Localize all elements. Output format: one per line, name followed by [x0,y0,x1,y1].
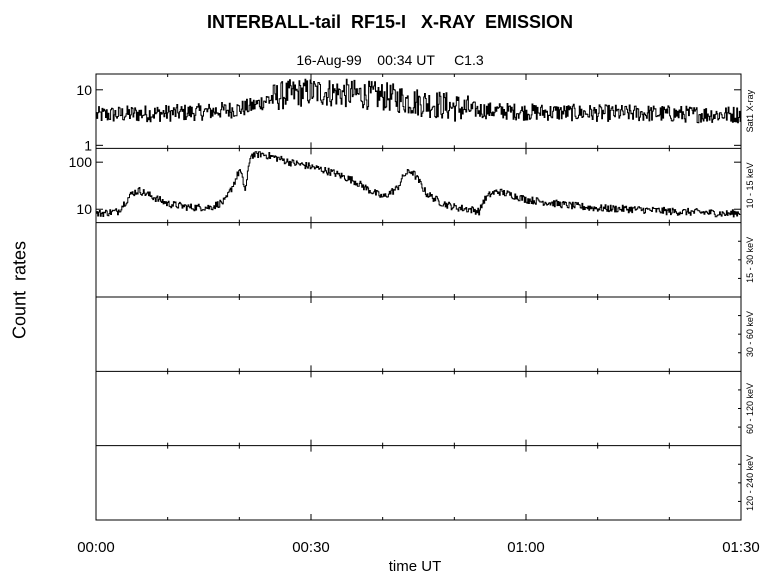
series-line [96,78,741,124]
x-tick-label: 01:00 [507,539,545,556]
x-tick-label: 00:30 [292,539,330,556]
chart-title: INTERBALL-tail RF15-I X-RAY EMISSION [206,12,574,32]
y-tick-label: 10 [76,82,92,98]
series-line [96,151,741,218]
x-tick-label: 00:00 [77,539,115,556]
panel-label: 30 - 60 keV [745,311,755,357]
x-tick-label: 01:30 [722,539,760,556]
panel-label: 60 - 120 keV [745,383,755,434]
panel-label: 10 - 15 keV [745,162,755,208]
y-tick-label: 100 [69,154,93,170]
x-axis-label: time UT [388,558,442,575]
panel-label: Sat1 X-ray [745,89,755,132]
panel-label: 120 - 240 keV [745,455,755,511]
panel-label: 15 - 30 keV [745,237,755,283]
y-tick-label: 1 [84,137,92,153]
y-tick-label: 10 [76,201,92,217]
chart-subtitle: 16-Aug-99 00:34 UT C1.3 [296,52,484,68]
